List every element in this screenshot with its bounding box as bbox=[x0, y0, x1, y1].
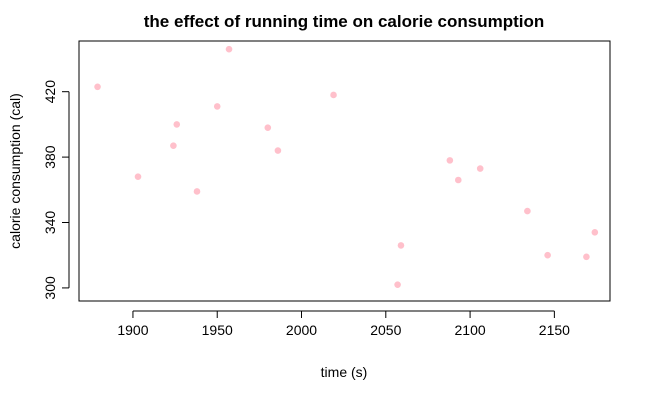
x-tick-label: 2100 bbox=[455, 322, 486, 338]
data-point bbox=[264, 124, 272, 131]
chart-title: the effect of running time on calorie co… bbox=[144, 12, 544, 31]
y-tick-label: 300 bbox=[42, 276, 58, 300]
data-point bbox=[583, 253, 590, 261]
data-points bbox=[94, 45, 599, 288]
data-point bbox=[544, 251, 551, 259]
data-point bbox=[274, 147, 282, 154]
data-point bbox=[134, 173, 142, 181]
x-tick-label: 1950 bbox=[202, 322, 233, 338]
data-point bbox=[330, 91, 337, 99]
x-tick-label: 2050 bbox=[370, 322, 401, 338]
data-point bbox=[446, 157, 454, 164]
y-axis-label: calorie consumption (cal) bbox=[7, 93, 23, 249]
data-point bbox=[397, 242, 405, 249]
x-tick-label: 2150 bbox=[539, 322, 570, 338]
data-point bbox=[225, 45, 233, 53]
data-point bbox=[213, 103, 221, 110]
x-tick-label: 1900 bbox=[117, 322, 148, 338]
data-point bbox=[476, 165, 484, 172]
x-axis-label: time (s) bbox=[321, 364, 368, 380]
data-point bbox=[591, 229, 599, 236]
y-tick-label: 420 bbox=[42, 80, 58, 104]
data-point bbox=[524, 207, 531, 215]
y-tick-label: 340 bbox=[42, 211, 58, 235]
data-point bbox=[394, 281, 401, 288]
data-point bbox=[94, 83, 101, 91]
axes: 1900 1950 2000 2050 2100 2150 300 340 380 420 bbox=[42, 80, 570, 338]
x-tick-label: 2000 bbox=[286, 322, 317, 338]
data-point bbox=[173, 121, 181, 128]
plot-frame bbox=[78, 40, 611, 302]
y-tick-label: 380 bbox=[42, 145, 58, 169]
data-point bbox=[193, 188, 201, 195]
data-point bbox=[170, 142, 177, 149]
data-point bbox=[454, 176, 462, 184]
